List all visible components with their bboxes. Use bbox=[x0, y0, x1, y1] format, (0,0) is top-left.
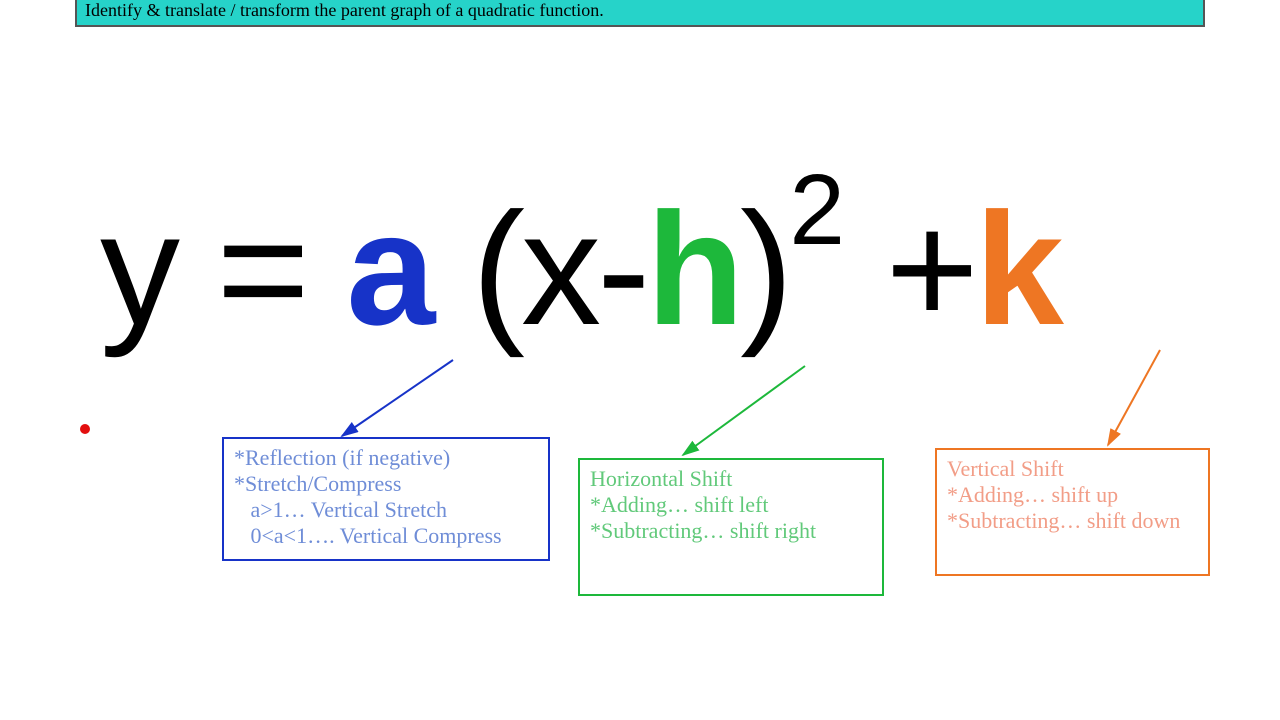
var-x: x bbox=[521, 179, 597, 358]
annotation-box-h: Horizontal Shift *Adding… shift left *Su… bbox=[578, 458, 884, 596]
shift-h: h bbox=[646, 179, 740, 358]
shift-k: k bbox=[975, 179, 1060, 358]
arrow-a bbox=[342, 360, 453, 436]
var-y: y bbox=[100, 179, 176, 358]
equals-sign: = bbox=[176, 179, 346, 358]
space-2 bbox=[845, 179, 885, 358]
arrow-h bbox=[683, 366, 805, 455]
coef-a: a bbox=[346, 179, 431, 358]
rparen: ) bbox=[740, 179, 789, 358]
lparen: ( bbox=[472, 179, 521, 358]
title-banner: Identify & translate / transform the par… bbox=[75, 0, 1205, 27]
space-1 bbox=[431, 179, 471, 358]
pointer-dot bbox=[80, 424, 90, 434]
vertex-form-equation: y = a (x-h)2 +k bbox=[100, 160, 1220, 349]
plus-sign: + bbox=[885, 179, 974, 358]
annotation-box-a: *Reflection (if negative) *Stretch/Compr… bbox=[222, 437, 550, 561]
minus-sign: - bbox=[597, 179, 646, 358]
arrows-layer bbox=[0, 0, 1280, 720]
exponent-2: 2 bbox=[789, 154, 845, 266]
arrow-k bbox=[1108, 350, 1160, 445]
title-text: Identify & translate / transform the par… bbox=[85, 0, 604, 20]
annotation-box-k: Vertical Shift *Adding… shift up *Subtra… bbox=[935, 448, 1210, 576]
diagram-canvas: Identify & translate / transform the par… bbox=[0, 0, 1280, 720]
